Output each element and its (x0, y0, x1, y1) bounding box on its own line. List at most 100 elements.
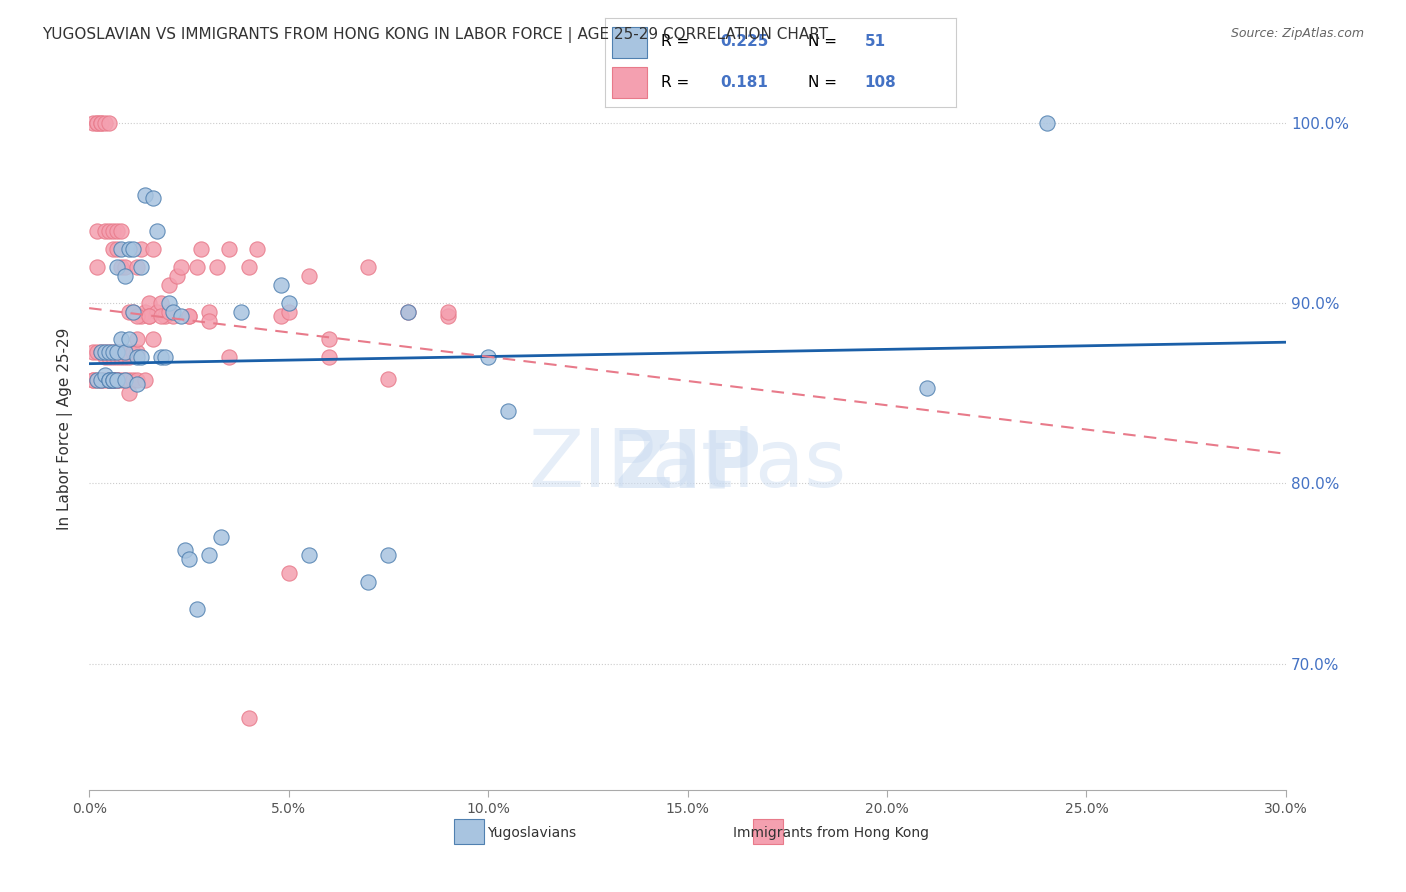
Point (129, 242, 152, 256)
Point (129, 309, 152, 323)
Point (122, 242, 145, 256)
Point (110, 344, 132, 359)
Text: ZIPatlas: ZIPatlas (529, 426, 846, 504)
Point (82, 344, 104, 359)
Point (142, 242, 165, 256)
Point (377, 372, 399, 386)
Point (110, 242, 132, 256)
Point (94, 115, 117, 129)
Point (134, 305, 156, 319)
Point (101, 344, 124, 359)
Text: N =: N = (808, 76, 842, 90)
Point (125, 332, 148, 346)
Point (138, 309, 160, 323)
FancyBboxPatch shape (612, 67, 647, 98)
Point (138, 296, 160, 310)
Point (94, 350, 117, 364)
Point (238, 711, 260, 725)
Point (238, 260, 260, 274)
Point (477, 350, 499, 364)
Point (118, 386, 141, 401)
Point (118, 242, 141, 256)
Text: 51: 51 (865, 35, 886, 49)
Point (86, 224, 108, 238)
Point (90, 115, 112, 129)
Text: 0.225: 0.225 (721, 35, 769, 49)
Point (110, 332, 132, 346)
Text: 108: 108 (865, 76, 897, 90)
Point (177, 552, 200, 566)
Point (125, 350, 148, 364)
Text: Yugoslavians: Yugoslavians (488, 826, 576, 840)
Point (94, 368, 117, 382)
Point (101, 344, 124, 359)
Point (118, 344, 141, 359)
Text: R =: R = (661, 35, 695, 49)
Text: Source: ZipAtlas.com: Source: ZipAtlas.com (1230, 27, 1364, 40)
Point (105, 224, 128, 238)
Point (98, 115, 121, 129)
Point (229, 305, 252, 319)
Point (146, 224, 169, 238)
Point (246, 242, 269, 256)
Point (198, 314, 221, 328)
Point (357, 260, 380, 274)
Point (153, 309, 176, 323)
Point (277, 296, 299, 310)
Point (94, 224, 117, 238)
Point (149, 350, 172, 364)
Point (94, 344, 117, 359)
Point (94, 344, 117, 359)
Point (205, 260, 228, 274)
Point (170, 260, 193, 274)
Point (129, 350, 152, 364)
Point (174, 543, 197, 558)
Point (86, 374, 108, 388)
Point (190, 242, 212, 256)
Point (86, 344, 108, 359)
Point (105, 374, 128, 388)
Point (98, 374, 121, 388)
Point (177, 309, 200, 323)
Point (149, 296, 172, 310)
Point (125, 344, 148, 359)
Point (98, 344, 121, 359)
Point (98, 374, 121, 388)
Point (125, 260, 148, 274)
Point (98, 374, 121, 388)
Point (125, 374, 148, 388)
Point (98, 224, 121, 238)
Point (146, 305, 169, 319)
Point (357, 575, 380, 590)
Point (162, 309, 184, 323)
Point (297, 549, 319, 563)
Point (437, 305, 460, 319)
Point (86, 260, 108, 274)
Point (142, 332, 165, 346)
Point (90, 115, 112, 129)
Point (153, 350, 176, 364)
Point (105, 242, 128, 256)
Point (149, 309, 172, 323)
Point (105, 260, 128, 274)
Point (396, 305, 419, 319)
Point (101, 350, 124, 364)
FancyBboxPatch shape (754, 819, 783, 844)
Text: N =: N = (808, 35, 842, 49)
Point (105, 344, 128, 359)
Point (318, 332, 340, 346)
FancyBboxPatch shape (454, 819, 484, 844)
Point (101, 374, 124, 388)
Point (125, 309, 148, 323)
Point (114, 260, 136, 274)
Point (101, 242, 124, 256)
FancyBboxPatch shape (612, 27, 647, 58)
Point (170, 309, 193, 323)
Text: 0.181: 0.181 (721, 76, 769, 90)
Point (125, 377, 148, 392)
Point (277, 305, 299, 319)
Point (114, 374, 136, 388)
Point (98, 344, 121, 359)
Point (105, 374, 128, 388)
Text: ZIP: ZIP (614, 426, 761, 504)
